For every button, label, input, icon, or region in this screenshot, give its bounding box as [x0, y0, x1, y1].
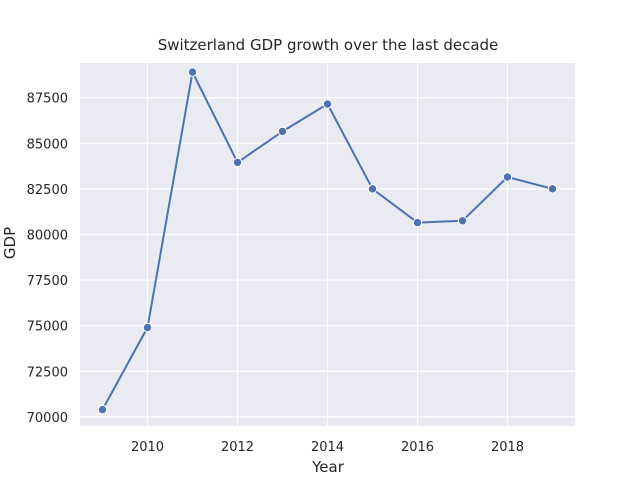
data-point: [502, 172, 513, 182]
data-point: [457, 216, 468, 226]
chart-title: Switzerland GDP growth over the last dec…: [158, 36, 499, 54]
data-point: [277, 126, 288, 137]
x-tick-label: 2014: [311, 440, 344, 455]
data-point: [367, 184, 378, 194]
series-layer: [97, 67, 558, 415]
grid: [80, 63, 575, 426]
x-tick-label: 2018: [491, 440, 524, 455]
data-point: [187, 67, 198, 77]
y-tick-label: 87500: [27, 92, 68, 107]
y-axis-label: GDP: [1, 227, 19, 259]
data-point: [412, 217, 423, 228]
data-point: [142, 322, 153, 333]
data-point: [97, 404, 108, 415]
y-tick-label: 77500: [27, 274, 68, 289]
x-tick-label: 2010: [131, 440, 164, 455]
data-point: [322, 99, 333, 109]
x-tick-label: 2012: [221, 440, 254, 455]
tick-labels: 2010 2012 2014 2016 2018 70000 72500 75000 77500…: [27, 92, 524, 455]
y-tick-label: 70000: [27, 411, 68, 426]
y-tick-label: 85000: [27, 137, 68, 152]
x-tick-label: 2016: [401, 440, 434, 455]
x-axis-label: Year: [311, 458, 345, 476]
data-point: [547, 184, 558, 194]
data-point: [232, 157, 243, 168]
y-tick-label: 82500: [27, 183, 68, 198]
y-tick-label: 75000: [27, 320, 68, 335]
y-tick-label: 72500: [27, 365, 68, 380]
y-tick-label: 80000: [27, 228, 68, 243]
